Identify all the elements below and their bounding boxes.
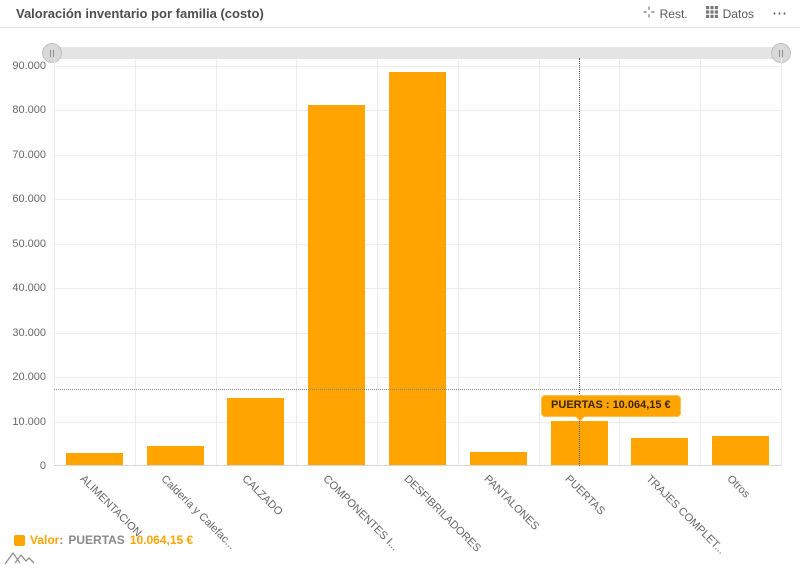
y-axis-tick-label: 30.000: [12, 326, 46, 339]
y-axis-tick-label: 60.000: [12, 193, 46, 206]
data-grid-icon: [705, 6, 718, 21]
y-axis-tick-label: 10.000: [12, 415, 46, 428]
v-gridline: [619, 58, 621, 466]
bar-COMPONENTES I...[interactable]: [308, 105, 366, 466]
legend-swatch-icon: [14, 534, 25, 546]
x-axis-line: [54, 465, 781, 466]
bar-TRAJES COMPLET...[interactable]: [631, 437, 689, 466]
bar-CALZADO[interactable]: [227, 398, 285, 466]
v-gridline: [54, 58, 55, 466]
page-title: Valoración inventario por familia (costo…: [16, 6, 264, 21]
reset-button-label: Rest.: [659, 6, 688, 21]
v-gridline: [134, 58, 136, 466]
v-gridline: [215, 58, 217, 466]
bar-ALIMENTACION[interactable]: [65, 452, 123, 466]
tooltip-text: PUERTAS : 10.064,15 €: [551, 399, 671, 412]
x-axis-label-ALIMENTACION: ALIMENTACION: [77, 473, 145, 540]
bar-DESFIBRILADORES[interactable]: [389, 71, 446, 466]
h-gridline: [54, 66, 781, 67]
plot-line: [54, 389, 781, 391]
zoom-range-track[interactable]: [44, 47, 789, 59]
more-options-button[interactable]: ⋯: [772, 6, 788, 21]
crosshair-line: [579, 58, 581, 466]
legend-category: PUERTAS: [68, 533, 125, 547]
tooltip-caret-icon: [575, 416, 586, 422]
plot-area: [54, 58, 782, 466]
show-data-button[interactable]: Datos: [705, 6, 754, 21]
y-axis-tick-label: 40.000: [12, 282, 46, 295]
x-axis-label-DESFIBRILADORES: DESFIBRILADORES: [401, 473, 483, 555]
reset-zoom-button[interactable]: Rest.: [643, 6, 688, 21]
zoom-range-handle-left[interactable]: [42, 43, 62, 63]
header-controls: Rest. Datos ⋯: [643, 6, 788, 21]
chart-header: Valoración inventario por familia (costo…: [0, 0, 800, 28]
x-axis-label-CALZADO: CALZADO: [239, 473, 285, 519]
grip-icon: [782, 49, 783, 57]
v-gridline: [538, 58, 540, 466]
grip-icon: [53, 49, 54, 57]
x-axis-label-TRAJES COMPLET...: TRAJES COMPLET...: [643, 473, 728, 557]
y-axis-tick-label: 90.000: [12, 60, 46, 72]
legend-series-label: Valor:: [30, 533, 64, 547]
reset-crosshair-icon: [643, 6, 655, 21]
bar-Otros[interactable]: [712, 435, 770, 466]
grip-icon: [779, 49, 780, 57]
x-axis-label-Otros: Otros: [724, 473, 752, 501]
y-axis-tick-label: 50.000: [12, 237, 46, 250]
x-axis-label-PUERTAS: PUERTAS: [562, 473, 608, 518]
grip-icon: [50, 49, 51, 57]
v-gridline: [296, 58, 298, 466]
v-gridline: [700, 58, 702, 466]
v-gridline: [457, 58, 459, 466]
v-gridline: [781, 58, 782, 466]
bar-PANTALONES[interactable]: [469, 452, 527, 466]
x-axis-label-COMPONENTES I...: COMPONENTES I...: [320, 473, 401, 554]
navigator-mountains-icon: [4, 549, 36, 571]
x-axis-label-PANTALONES: PANTALONES: [481, 473, 542, 533]
ellipsis-icon: ⋯: [772, 4, 788, 22]
y-axis-tick-label: 70.000: [12, 148, 46, 161]
legend-item-valor[interactable]: Valor: PUERTAS 10.064,15 €: [14, 533, 193, 547]
v-gridline: [377, 58, 379, 466]
series-tooltip: PUERTAS : 10.064,15 €: [541, 395, 681, 422]
y-axis-tick-label: 20.000: [12, 371, 46, 384]
y-axis-tick-label: 0: [39, 460, 46, 472]
bar-Caldería y Calefac...[interactable]: [146, 446, 204, 466]
y-axis-tick-label: 80.000: [12, 104, 46, 117]
legend-value: 10.064,15 €: [129, 533, 194, 547]
data-button-label: Datos: [722, 6, 754, 21]
